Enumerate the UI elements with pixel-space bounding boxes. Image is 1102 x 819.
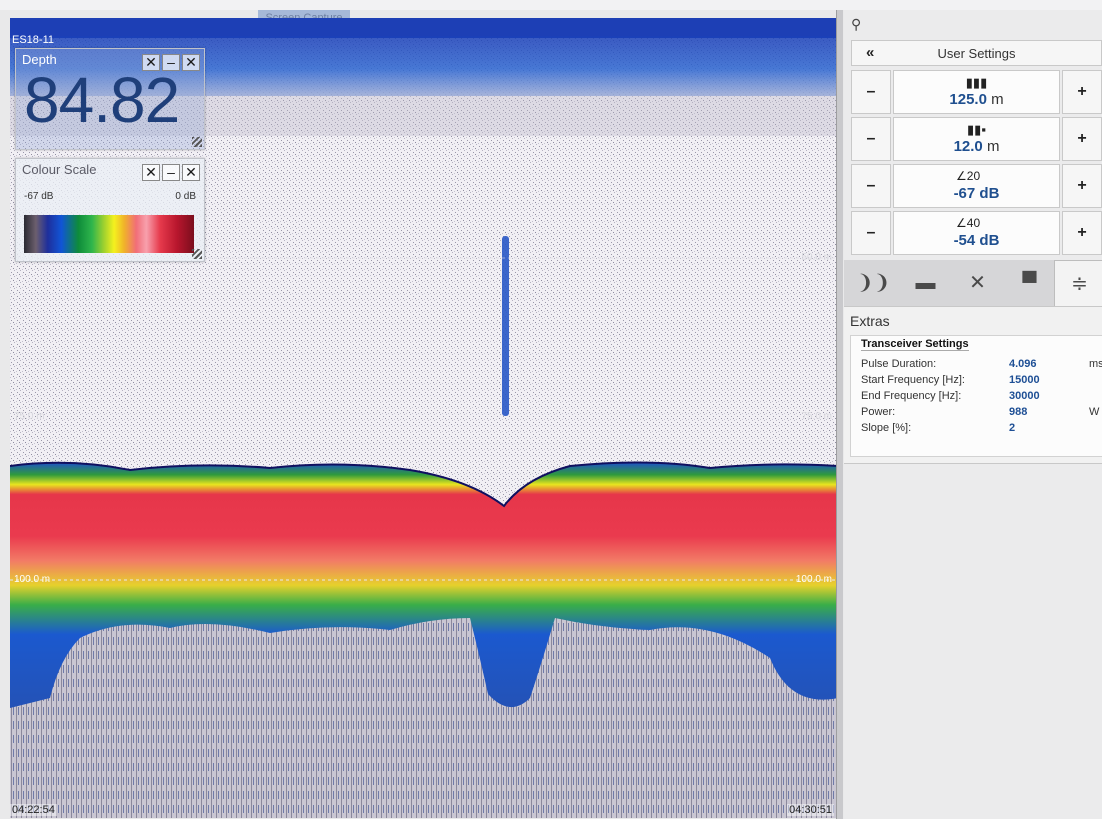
range-unit: m [991,91,1004,108]
time-start-label: 04:22:54 [10,804,57,816]
user-settings-title: User Settings [937,46,1016,61]
tvg20-display: ∠20 -67 dB [893,164,1060,208]
close-icon[interactable]: ✕ [182,164,200,181]
gain-slope-icon: ∠ [956,169,967,183]
tools-icon[interactable]: ✕ [142,164,160,181]
start-range-control: – ▮▮▪ 12.0 m + [851,117,1102,161]
extras-icon[interactable]: ≑ [1054,260,1102,307]
table-row: Power: 988 W [861,406,1102,422]
tvg40-unit: dB [979,232,1000,249]
setting-value: 30000 [1009,390,1040,402]
extras-title: Extras [850,313,890,329]
setting-unit: W [1089,406,1100,418]
resize-handle-icon[interactable] [192,249,202,259]
setting-label: Power: [861,406,896,418]
tvg40-value: -54 [953,232,976,249]
start-unit: m [986,138,1000,155]
minimize-icon[interactable]: – [162,54,180,71]
range-plus-button[interactable]: + [1062,70,1102,114]
setting-unit: ms [1089,358,1102,370]
setting-value: 2 [1009,422,1016,434]
panel-splitter[interactable] [836,10,843,819]
setting-value: 15000 [1009,374,1040,386]
transceiver-settings-box: Transceiver Settings Pulse Duration: 4.0… [850,335,1102,457]
range-label-75-left: 75.0 m [14,411,45,422]
colour-scale-controls: ✕ – ✕ [142,164,200,181]
setting-label: Start Frequency [Hz]: [861,374,965,386]
start-minus-button[interactable]: – [851,117,891,161]
monitor-icon[interactable]: ▬ [915,272,936,294]
range-control: – ▮▮▮ 125.0 m + [851,70,1102,114]
start-display: ▮▮▪ 12.0 m [893,117,1060,161]
range-value: 125.0 [949,91,987,108]
tvg40-minus-button[interactable]: – [851,211,891,255]
tvg40-control: – ∠40 -54 dB + [851,211,1102,255]
table-row: Pulse Duration: 4.096 ms [861,358,1102,374]
setting-label: Slope [%]: [861,422,912,434]
depth-panel-title: Depth [22,52,57,67]
settings-tabbar: ❩❩ ▬ ✕ ▀ ≑ [844,260,1102,307]
echogram-view[interactable]: ES18-11 50.0 m 50.0 m 75.0 m 75.0 m 100.… [10,18,838,818]
pin-icon[interactable]: ⚲ [851,16,862,32]
setting-label: End Frequency [Hz]: [861,390,962,402]
start-range-icon: ▮▮▪ [967,122,986,137]
range-icon: ▮▮▮ [965,75,988,90]
colour-scale-bar [24,215,194,253]
tvg20-plus-button[interactable]: + [1062,164,1102,208]
resize-handle-icon[interactable] [192,137,202,147]
echo-icon[interactable]: ❩❩ [856,272,891,294]
extras-panel: Extras Transceiver Settings Pulse Durati… [844,306,1102,464]
colour-scale-max: 0 dB [175,191,196,202]
transceiver-settings-title: Transceiver Settings [861,338,969,351]
double-chevron-left-icon[interactable]: « [866,44,875,61]
channel-label: ES18-11 [12,34,54,46]
echogram-image [10,18,838,818]
tvg20-minus-button[interactable]: – [851,164,891,208]
table-row: End Frequency [Hz]: 30000 [861,390,1102,406]
colour-scale-panel[interactable]: Colour Scale ✕ – ✕ -67 dB 0 dB [15,158,205,262]
start-plus-button[interactable]: + [1062,117,1102,161]
colour-scale-title: Colour Scale [22,162,97,177]
tvg20-unit: dB [979,185,1000,202]
window-icon[interactable]: ▀ [1022,272,1037,294]
tools-icon[interactable]: ✕ [969,272,986,294]
table-row: Slope [%]: 2 [861,422,1102,438]
setting-value: 988 [1009,406,1028,418]
tvg20-superscript: 20 [966,169,981,183]
range-display: ▮▮▮ 125.0 m [893,70,1060,114]
start-value: 12.0 [953,138,983,155]
range-label-75-right: 75.0 m [801,411,832,422]
range-label-100-right: 100.0 m [795,574,832,585]
tvg20-control: – ∠20 -67 dB + [851,164,1102,208]
range-label-100-left: 100.0 m [14,574,51,585]
tvg20-value: -67 [953,185,976,202]
setting-label: Pulse Duration: [861,358,937,370]
close-icon[interactable]: ✕ [182,54,200,71]
side-panel: ⚲ « User Settings – ▮▮▮ 125.0 m + – ▮▮▪ … [844,10,1102,819]
colour-scale-min: -67 dB [24,191,54,202]
table-row: Start Frequency [Hz]: 15000 [861,374,1102,390]
top-bar [0,0,1102,10]
setting-value: 4.096 [1009,358,1037,370]
tvg40-plus-button[interactable]: + [1062,211,1102,255]
depth-panel[interactable]: Depth ✕ – ✕ 84.82 [15,48,205,150]
minimize-icon[interactable]: – [162,164,180,181]
depth-value: 84.82 [24,64,180,136]
tvg40-superscript: 40 [966,216,981,230]
user-settings-header: « User Settings [851,40,1102,66]
range-minus-button[interactable]: – [851,70,891,114]
time-end-label: 04:30:51 [787,804,834,816]
tools-icon[interactable]: ✕ [142,54,160,71]
gain-slope-icon: ∠ [956,216,967,230]
depth-panel-controls: ✕ – ✕ [142,54,200,71]
range-label-50-right: 50.0 m [801,252,832,263]
side-top-bar: ⚲ [844,10,1102,38]
tvg40-display: ∠40 -54 dB [893,211,1060,255]
